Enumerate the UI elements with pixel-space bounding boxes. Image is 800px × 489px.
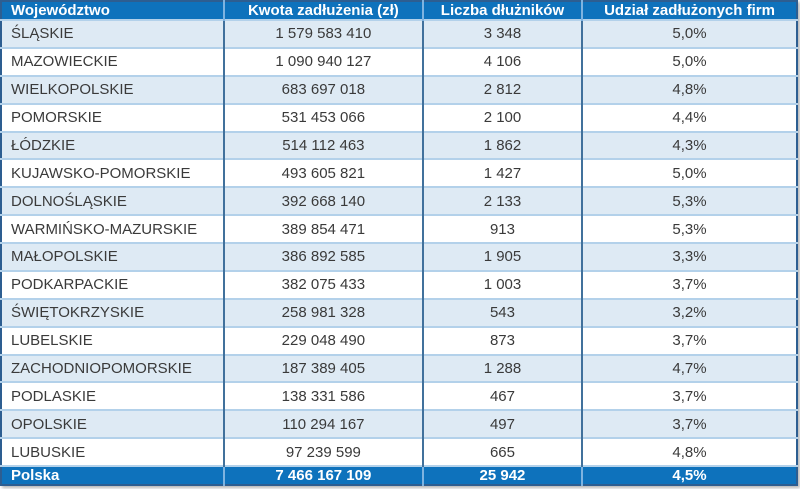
cell-region: POMORSKIE	[1, 102, 224, 132]
table-row: ZACHODNIOPOMORSKIE 187 389 405 1 288 4,7…	[1, 353, 797, 383]
table-row: ŁÓDZKIE 514 112 463 1 862 4,3%	[1, 130, 797, 160]
table-row: WIELKOPOLSKIE 683 697 018 2 812 4,8%	[1, 74, 797, 104]
column-header-debtors: Liczba dłużników	[421, 1, 583, 20]
cell-share: 3,7%	[581, 269, 797, 299]
cell-region: WIELKOPOLSKIE	[1, 74, 224, 104]
cell-share: 5,0%	[581, 46, 797, 76]
cell-debt: 258 981 328	[222, 297, 423, 327]
total-share: 4,5%	[581, 465, 797, 485]
cell-share: 4,8%	[581, 437, 797, 466]
cell-debtors: 1 003	[421, 269, 583, 299]
cell-debt: 187 389 405	[222, 353, 423, 383]
cell-region: LUBELSKIE	[1, 325, 224, 355]
cell-debt: 229 048 490	[222, 325, 423, 355]
cell-share: 4,7%	[581, 353, 797, 383]
cell-debtors: 467	[421, 381, 583, 411]
total-debtors: 25 942	[421, 465, 583, 485]
cell-debtors: 1 427	[421, 158, 583, 188]
cell-debtors: 497	[421, 409, 583, 439]
cell-debtors: 913	[421, 214, 583, 243]
column-header-share: Udział zadłużonych firm	[581, 1, 797, 20]
cell-debtors: 2 133	[421, 186, 583, 216]
cell-share: 4,8%	[581, 74, 797, 104]
cell-debtors: 543	[421, 297, 583, 327]
cell-debtors: 665	[421, 437, 583, 466]
column-header-region: Województwo	[1, 1, 224, 20]
cell-share: 4,3%	[581, 130, 797, 160]
cell-debtors: 1 905	[421, 242, 583, 271]
total-row: Polska 7 466 167 109 25 942 4,5%	[1, 465, 797, 485]
cell-share: 3,3%	[581, 242, 797, 271]
cell-debtors: 4 106	[421, 46, 583, 76]
cell-debt: 531 453 066	[222, 102, 423, 132]
table-row: MAŁOPOLSKIE 386 892 585 1 905 3,3%	[1, 242, 797, 271]
cell-debt: 97 239 599	[222, 437, 423, 466]
cell-share: 5,0%	[581, 19, 797, 48]
cell-debt: 392 668 140	[222, 186, 423, 216]
table-row: KUJAWSKO-POMORSKIE 493 605 821 1 427 5,0…	[1, 158, 797, 188]
cell-debt: 138 331 586	[222, 381, 423, 411]
cell-region: ŁÓDZKIE	[1, 130, 224, 160]
cell-region: OPOLSKIE	[1, 409, 224, 439]
table-row: ŚLĄSKIE 1 579 583 410 3 348 5,0%	[1, 19, 797, 48]
cell-region: ŚWIĘTOKRZYSKIE	[1, 297, 224, 327]
table-row: PODKARPACKIE 382 075 433 1 003 3,7%	[1, 269, 797, 299]
header-row: Województwo Kwota zadłużenia (zł) Liczba…	[1, 1, 797, 20]
column-header-debt: Kwota zadłużenia (zł)	[222, 1, 423, 20]
cell-debt: 382 075 433	[222, 269, 423, 299]
table-row: MAZOWIECKIE 1 090 940 127 4 106 5,0%	[1, 46, 797, 76]
cell-share: 5,0%	[581, 158, 797, 188]
cell-debt: 514 112 463	[222, 130, 423, 160]
cell-share: 5,3%	[581, 214, 797, 243]
cell-region: MAZOWIECKIE	[1, 46, 224, 76]
cell-region: ZACHODNIOPOMORSKIE	[1, 353, 224, 383]
cell-share: 5,3%	[581, 186, 797, 216]
cell-debtors: 873	[421, 325, 583, 355]
table-body: ŚLĄSKIE 1 579 583 410 3 348 5,0% MAZOWIE…	[1, 19, 797, 466]
cell-region: KUJAWSKO-POMORSKIE	[1, 158, 224, 188]
table-row: PODLASKIE 138 331 586 467 3,7%	[1, 381, 797, 411]
cell-debt: 683 697 018	[222, 74, 423, 104]
cell-region: WARMIŃSKO-MAZURSKIE	[1, 214, 224, 243]
table-row: WARMIŃSKO-MAZURSKIE 389 854 471 913 5,3%	[1, 214, 797, 243]
cell-region: MAŁOPOLSKIE	[1, 242, 224, 271]
cell-debtors: 3 348	[421, 19, 583, 48]
table-row: LUBUSKIE 97 239 599 665 4,8%	[1, 437, 797, 466]
cell-debtors: 2 812	[421, 74, 583, 104]
cell-debtors: 2 100	[421, 102, 583, 132]
cell-region: LUBUSKIE	[1, 437, 224, 466]
cell-share: 3,7%	[581, 325, 797, 355]
cell-share: 3,2%	[581, 297, 797, 327]
table-row: DOLNOŚLĄSKIE 392 668 140 2 133 5,3%	[1, 186, 797, 216]
cell-debt: 1 090 940 127	[222, 46, 423, 76]
cell-debt: 493 605 821	[222, 158, 423, 188]
cell-debt: 1 579 583 410	[222, 19, 423, 48]
cell-debt: 110 294 167	[222, 409, 423, 439]
table-row: OPOLSKIE 110 294 167 497 3,7%	[1, 409, 797, 439]
cell-region: PODLASKIE	[1, 381, 224, 411]
cell-region: PODKARPACKIE	[1, 269, 224, 299]
cell-region: DOLNOŚLĄSKIE	[1, 186, 224, 216]
cell-debtors: 1 288	[421, 353, 583, 383]
cell-debtors: 1 862	[421, 130, 583, 160]
cell-debt: 389 854 471	[222, 214, 423, 243]
table-row: POMORSKIE 531 453 066 2 100 4,4%	[1, 102, 797, 132]
table-row: LUBELSKIE 229 048 490 873 3,7%	[1, 325, 797, 355]
table-row: ŚWIĘTOKRZYSKIE 258 981 328 543 3,2%	[1, 297, 797, 327]
cell-share: 4,4%	[581, 102, 797, 132]
cell-share: 3,7%	[581, 409, 797, 439]
cell-share: 3,7%	[581, 381, 797, 411]
total-label: Polska	[1, 465, 224, 485]
cell-region: ŚLĄSKIE	[1, 19, 224, 48]
cell-debt: 386 892 585	[222, 242, 423, 271]
total-debt: 7 466 167 109	[222, 465, 423, 485]
